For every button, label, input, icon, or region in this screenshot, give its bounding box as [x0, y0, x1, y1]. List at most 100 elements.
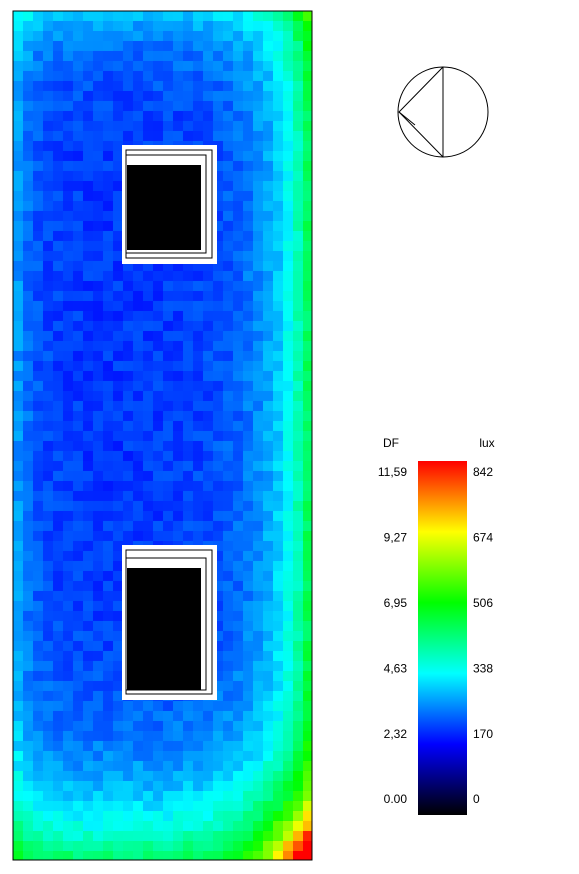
heat-cell — [303, 351, 312, 361]
heat-cell — [293, 471, 303, 481]
heat-cell — [43, 51, 53, 61]
heat-cell — [33, 751, 43, 761]
heat-cell — [283, 661, 293, 671]
heat-cell — [143, 721, 153, 731]
heat-cell — [153, 401, 163, 411]
heat-cell — [73, 611, 83, 621]
heat-cell — [123, 351, 133, 361]
heat-cell — [123, 711, 133, 721]
heat-cell — [233, 591, 243, 601]
heat-cell — [113, 391, 123, 401]
heat-cell — [193, 821, 203, 831]
heat-cell — [193, 771, 203, 781]
heat-cell — [93, 201, 103, 211]
heatmap — [13, 11, 312, 860]
heat-cell — [113, 141, 123, 151]
heat-cell — [163, 121, 173, 131]
heat-cell — [253, 61, 263, 71]
heat-cell — [73, 411, 83, 421]
heat-cell — [73, 511, 83, 521]
heat-cell — [213, 331, 223, 341]
heat-cell — [63, 551, 73, 561]
heat-cell — [203, 61, 213, 71]
heat-cell — [23, 801, 33, 811]
heat-cell — [93, 231, 103, 241]
heat-cell — [83, 11, 93, 21]
heat-cell — [133, 61, 143, 71]
heat-cell — [293, 611, 303, 621]
heat-cell — [133, 501, 143, 511]
heat-cell — [123, 311, 133, 321]
heat-cell — [53, 681, 63, 691]
heat-cell — [133, 11, 143, 21]
heat-cell — [203, 291, 213, 301]
heat-cell — [33, 341, 43, 351]
heat-cell — [263, 341, 273, 351]
heat-cell — [303, 821, 312, 831]
heat-cell — [303, 11, 312, 21]
heat-cell — [163, 721, 173, 731]
heat-cell — [53, 521, 63, 531]
heat-cell — [133, 821, 143, 831]
heat-cell — [133, 851, 143, 860]
heat-cell — [223, 471, 233, 481]
heat-cell — [233, 781, 243, 791]
heat-cell — [213, 411, 223, 421]
heat-cell — [23, 221, 33, 231]
heat-cell — [223, 541, 233, 551]
heat-cell — [13, 621, 23, 631]
heat-cell — [153, 521, 163, 531]
heat-cell — [273, 131, 283, 141]
heat-cell — [293, 671, 303, 681]
heat-cell — [153, 391, 163, 401]
heat-cell — [223, 611, 233, 621]
heat-cell — [133, 31, 143, 41]
heat-cell — [213, 821, 223, 831]
heat-cell — [293, 31, 303, 41]
heat-cell — [203, 451, 213, 461]
heat-cell — [13, 221, 23, 231]
heat-cell — [203, 701, 213, 711]
heat-cell — [253, 421, 263, 431]
heat-cell — [243, 811, 253, 821]
heat-cell — [93, 81, 103, 91]
heat-cell — [103, 691, 113, 701]
heat-cell — [103, 841, 113, 851]
heat-cell — [83, 841, 93, 851]
heat-cell — [123, 361, 133, 371]
heat-cell — [163, 761, 173, 771]
heat-cell — [293, 231, 303, 241]
heat-cell — [273, 281, 283, 291]
heat-cell — [233, 101, 243, 111]
heat-cell — [303, 381, 312, 391]
heat-cell — [283, 541, 293, 551]
heat-cell — [303, 61, 312, 71]
heat-cell — [163, 71, 173, 81]
heat-cell — [243, 671, 253, 681]
heat-cell — [173, 471, 183, 481]
heat-cell — [283, 291, 293, 301]
heat-cell — [73, 351, 83, 361]
heat-cell — [293, 141, 303, 151]
heat-cell — [83, 101, 93, 111]
heat-cell — [23, 151, 33, 161]
heat-cell — [13, 301, 23, 311]
heat-cell — [13, 311, 23, 321]
heat-cell — [203, 431, 213, 441]
heat-cell — [283, 81, 293, 91]
heat-cell — [183, 61, 193, 71]
heat-cell — [293, 721, 303, 731]
heat-cell — [303, 651, 312, 661]
heat-cell — [93, 701, 103, 711]
heat-cell — [293, 191, 303, 201]
heat-cell — [193, 411, 203, 421]
heat-cell — [13, 91, 23, 101]
heat-cell — [153, 851, 163, 860]
heat-cell — [43, 551, 53, 561]
heat-cell — [243, 711, 253, 721]
heat-cell — [203, 821, 213, 831]
heat-cell — [103, 801, 113, 811]
heat-cell — [223, 681, 233, 691]
heat-cell — [133, 731, 143, 741]
heat-cell — [33, 791, 43, 801]
